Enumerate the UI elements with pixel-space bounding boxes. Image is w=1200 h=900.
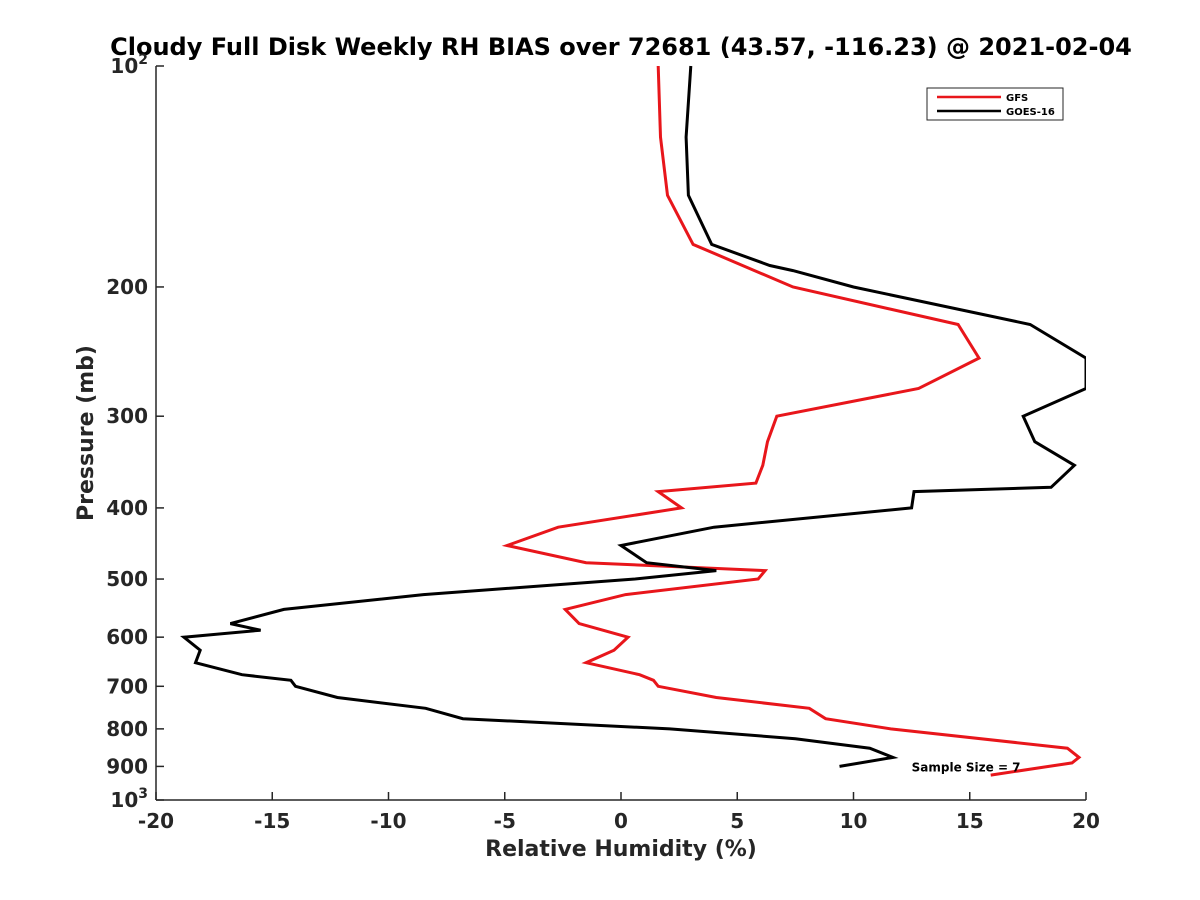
x-tick-label: -10 [370, 809, 406, 833]
y-tick-label: 700 [106, 674, 148, 698]
y-tick-label: 300 [106, 404, 148, 428]
x-tick-label: 10 [840, 809, 868, 833]
y-axis-title: Pressure (mb) [74, 345, 99, 521]
y-tick-label: 400 [106, 496, 148, 520]
plot-area: -20 -15 -10 -5 0 5 10 15 20 10220030040050060070… [106, 52, 1100, 833]
series-line-gfs [501, 65, 1082, 777]
y-tick-label: 103 [110, 786, 148, 812]
legend-label-goes16: GOES-16 [1006, 107, 1055, 118]
y-tick-label: 102 [110, 52, 148, 78]
sample-size-annotation: Sample Size = 7 [912, 760, 1021, 774]
series-line-goes16 [180, 65, 1086, 768]
y-tick-label: 200 [106, 275, 148, 299]
x-tick-label: 5 [730, 809, 744, 833]
y-tick-exponent: 2 [138, 52, 148, 68]
x-tick-label: -15 [254, 809, 290, 833]
y-tick-base: 10 [110, 54, 138, 78]
y-tick-label: 800 [106, 717, 148, 741]
chart-title: Cloudy Full Disk Weekly RH BIAS over 726… [110, 33, 1132, 61]
x-ticks: -20 -15 -10 -5 0 5 10 15 20 [138, 792, 1100, 833]
x-tick-label: -5 [494, 809, 516, 833]
legend-box [926, 87, 1064, 121]
legend-label-gfs: GFS [1006, 93, 1028, 104]
y-tick-label: 600 [106, 625, 148, 649]
x-tick-label: 0 [614, 809, 628, 833]
x-tick-label: 15 [956, 809, 984, 833]
y-tick-base: 10 [110, 788, 138, 812]
y-tick-label: 900 [106, 754, 148, 778]
x-tick-label: -20 [138, 809, 174, 833]
legend: GFS GOES-16 [926, 87, 1064, 121]
y-tick-exponent: 3 [138, 786, 148, 802]
x-tick-label: 20 [1072, 809, 1100, 833]
y-tick-label: 500 [106, 567, 148, 591]
x-axis-title: Relative Humidity (%) [485, 837, 757, 862]
series-group [180, 65, 1086, 777]
